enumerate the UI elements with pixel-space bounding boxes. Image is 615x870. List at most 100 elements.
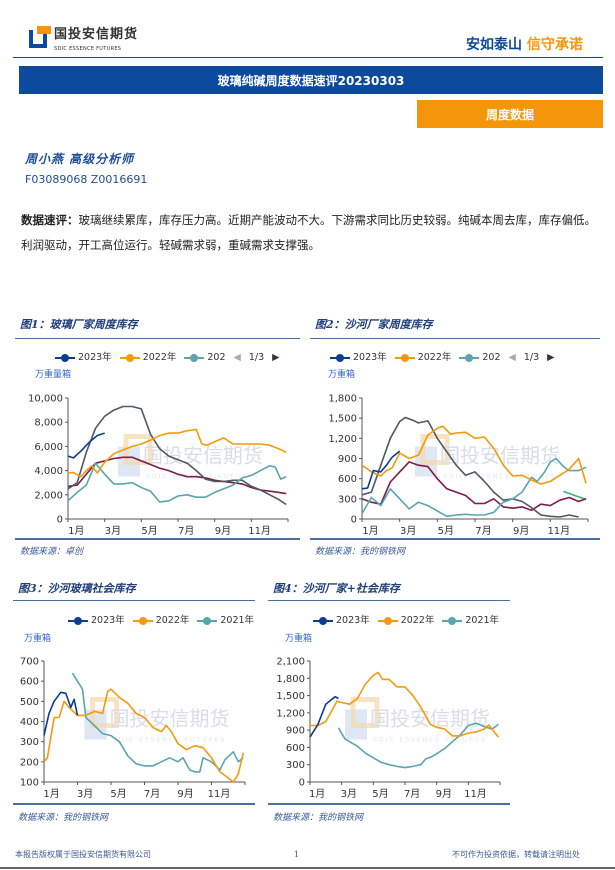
legend-label: 2023年 xyxy=(336,615,370,626)
report-type-tag: 周度数据 xyxy=(417,100,603,128)
chart-legend: 2023年 2022年 202 ◀ 1/3 ▶ xyxy=(330,352,554,363)
watermark-subtext: SDIC ESSENCE FUTURES xyxy=(373,737,487,744)
legend-label: 2023年 xyxy=(353,352,387,363)
legend-item[interactable]: 2023年 xyxy=(313,615,370,626)
figure-title-rule xyxy=(13,600,255,601)
legend-swatch-icon xyxy=(197,616,218,625)
y-tick-label: 10,000 xyxy=(28,394,63,405)
legend-swatch-icon xyxy=(330,353,350,362)
figure-bottom-rule xyxy=(310,538,600,540)
series-line-2022年 xyxy=(67,428,287,478)
legend-next-icon[interactable]: ▶ xyxy=(272,352,280,363)
x-tick-label: 3月 xyxy=(341,788,357,800)
watermark-text: 国投安信期货 xyxy=(143,444,263,468)
y-axis-unit: 万重箱 xyxy=(24,634,52,644)
figure-source: 数据来源：我的钢铁网 xyxy=(315,547,406,557)
series-line-2023年 xyxy=(67,432,105,459)
figure-bottom-rule xyxy=(13,803,255,805)
y-tick-label: 8,000 xyxy=(34,418,63,429)
legend-swatch-icon xyxy=(377,616,398,625)
legend-item[interactable]: 2022年 xyxy=(377,615,434,626)
y-tick-label: 500 xyxy=(20,697,39,708)
legend-item[interactable]: 2023年 xyxy=(55,352,112,363)
legend-item[interactable]: 2022年 xyxy=(132,615,190,626)
y-tick-label: 600 xyxy=(286,743,305,754)
x-tick-label: 5月 xyxy=(110,788,126,800)
series-line-2022年 xyxy=(43,688,245,783)
logo-english: SDIC ESSENCE FUTURES xyxy=(54,46,122,52)
slogan-part1: 安如泰山 xyxy=(466,37,522,53)
x-tick-label: 7月 xyxy=(404,788,420,800)
legend-swatch-icon xyxy=(459,353,480,362)
y-tick-label: 0 xyxy=(351,515,357,526)
series-line xyxy=(361,461,587,512)
y-tick-label: 2,100 xyxy=(276,657,305,668)
header-divider xyxy=(13,57,603,58)
line-chart: 国投安信期货 SDIC ESSENCE FUTURES 0 300 600 900 1,20… xyxy=(328,394,589,537)
legend-next-icon[interactable]: ▶ xyxy=(547,352,555,363)
figure-bottom-rule xyxy=(268,803,510,805)
x-tick-label: 7月 xyxy=(178,525,194,537)
figure-title-rule xyxy=(15,338,300,339)
legend-label: 2022年 xyxy=(155,615,190,626)
y-axis-unit: 万重箱 xyxy=(328,370,356,380)
y-tick-label: 300 xyxy=(286,760,305,771)
y-tick-label: 6,000 xyxy=(34,442,63,453)
series-line xyxy=(67,405,287,506)
figure-title-rule xyxy=(310,338,600,339)
chart-legend: 2023年 2022年 202 ◀ 1/3 ▶ xyxy=(55,352,279,363)
page-number: 1 xyxy=(294,850,300,859)
legend-item[interactable]: 2022年 xyxy=(119,352,176,363)
logo-icon xyxy=(29,26,51,48)
y-tick-label: 300 xyxy=(338,494,357,505)
legend-item[interactable]: 202 xyxy=(184,352,226,363)
figure-title: 图3：沙河玻璃社会库存 xyxy=(18,582,136,595)
y-tick-label: 900 xyxy=(286,726,305,737)
x-tick-label: 7月 xyxy=(475,525,491,537)
analyst-name: 周小燕 高级分析师 xyxy=(25,152,135,166)
legend-item[interactable]: 2023年 xyxy=(68,615,125,626)
series-line-202 xyxy=(361,457,587,518)
slogan: 安如泰山 信守承诺 xyxy=(466,37,583,53)
legend-label: 2021年 xyxy=(465,615,500,626)
report-title-banner: 玻璃纯碱周度数据速评20230303 xyxy=(19,66,603,94)
legend-label: 202 xyxy=(207,352,226,363)
legend-swatch-icon xyxy=(119,353,140,362)
legend-prev-icon[interactable]: ◀ xyxy=(508,352,516,363)
x-tick-label: 11月 xyxy=(464,788,487,800)
y-tick-label: 1,500 xyxy=(328,414,357,425)
y-tick-label: 1,200 xyxy=(276,708,305,719)
legend-prev-icon[interactable]: ◀ xyxy=(233,352,241,363)
legend-label: 202 xyxy=(482,352,501,363)
y-tick-label: 100 xyxy=(20,778,39,789)
series-line-2022年 xyxy=(361,425,587,485)
x-tick-label: 1月 xyxy=(309,788,325,800)
x-tick-label: 9月 xyxy=(177,788,193,800)
y-tick-label: 700 xyxy=(20,657,39,668)
figure-title: 图2：沙河厂家周度库存 xyxy=(315,318,433,331)
y-tick-label: 300 xyxy=(20,737,39,748)
figure-title: 图1：玻璃厂家周度库存 xyxy=(20,318,138,331)
footer-copyright: 本报告版权属于国投安信期货有限公司 xyxy=(15,850,151,859)
legend-item[interactable]: 2023年 xyxy=(330,352,387,363)
y-tick-label: 600 xyxy=(20,677,39,688)
legend-item[interactable]: 2022年 xyxy=(394,352,452,363)
x-tick-label: 1月 xyxy=(43,788,59,800)
legend-swatch-icon xyxy=(55,353,75,362)
legend-swatch-icon xyxy=(442,616,463,625)
series-line xyxy=(563,490,587,501)
legend-swatch-icon xyxy=(313,616,333,625)
line-chart: 国投安信期货 SDIC ESSENCE FUTURES 100 200 300 400 50… xyxy=(20,657,246,800)
legend-item[interactable]: 202 xyxy=(459,352,501,363)
legend-label: 2022年 xyxy=(417,352,452,363)
figure-source: 数据来源：我的钢铁网 xyxy=(18,813,109,823)
x-tick-label: 11月 xyxy=(547,525,570,537)
y-axis-unit: 万重量箱 xyxy=(35,370,72,380)
figure-bottom-rule xyxy=(15,538,300,540)
legend-item[interactable]: 2021年 xyxy=(197,615,254,626)
legend-item[interactable]: 2021年 xyxy=(442,615,499,626)
series-line-2023年 xyxy=(361,450,401,490)
